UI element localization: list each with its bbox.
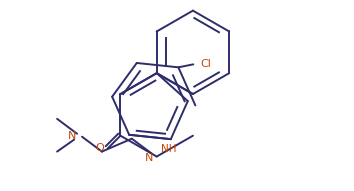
Text: N: N bbox=[68, 131, 76, 141]
Text: NH: NH bbox=[161, 144, 177, 154]
Text: Cl: Cl bbox=[200, 59, 211, 69]
Text: O: O bbox=[95, 143, 104, 153]
Text: N: N bbox=[144, 153, 153, 163]
